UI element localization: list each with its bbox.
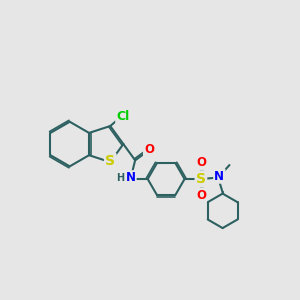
Text: O: O [196, 189, 206, 202]
Text: O: O [144, 143, 154, 156]
Text: Cl: Cl [116, 110, 130, 123]
Text: O: O [196, 157, 206, 169]
Text: S: S [105, 154, 115, 168]
Text: H: H [116, 173, 124, 183]
Text: S: S [196, 172, 206, 186]
Text: N: N [214, 169, 224, 183]
Text: N: N [125, 171, 136, 184]
